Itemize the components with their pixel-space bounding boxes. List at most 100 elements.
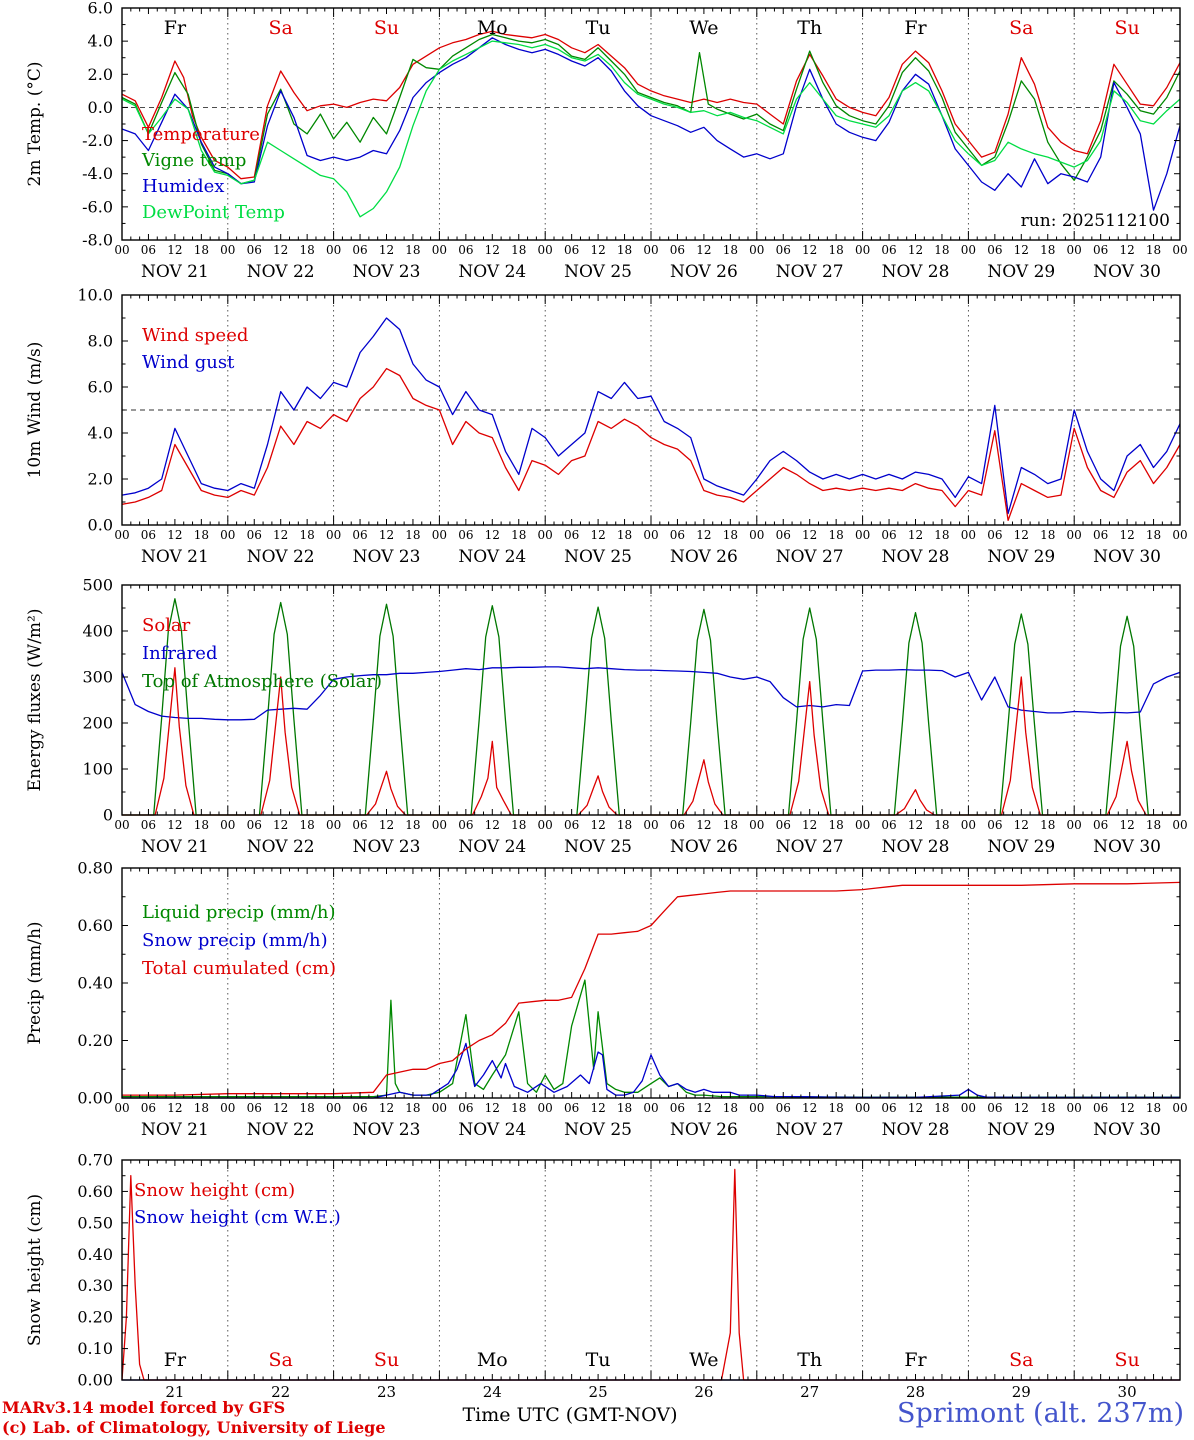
svg-text:12: 12: [167, 818, 182, 832]
svg-text:06: 06: [881, 528, 896, 542]
svg-text:00: 00: [855, 1101, 870, 1115]
svg-text:06: 06: [247, 243, 262, 257]
svg-text:2.0: 2.0: [88, 65, 113, 84]
svg-text:12: 12: [1119, 243, 1134, 257]
svg-text:06: 06: [1093, 243, 1108, 257]
svg-text:12: 12: [802, 243, 817, 257]
svg-text:18: 18: [405, 243, 420, 257]
vigne-temp-line: [121, 33, 1181, 185]
svg-text:0.60: 0.60: [77, 916, 113, 935]
svg-text:0.20: 0.20: [77, 1308, 113, 1327]
legend-wind-0: Wind speed: [142, 325, 248, 346]
svg-text:30: 30: [1118, 1383, 1137, 1401]
svg-text:12: 12: [1014, 243, 1029, 257]
run-label: run: 2025112100: [1021, 211, 1170, 231]
panel-precip: 0.00 0.20 0.40 0.60 0.80 00 06 12 18 00 06 12 18 00 06…: [25, 859, 1188, 1141]
copyright-credit-line: (c) Lab. of Climatology, University of L…: [2, 1418, 386, 1437]
total-cumulated-line: [122, 881, 1181, 1096]
svg-text:Mo: Mo: [477, 1349, 508, 1371]
svg-text:4.0: 4.0: [88, 32, 113, 51]
svg-text:00: 00: [220, 1101, 235, 1115]
svg-text:12: 12: [379, 243, 394, 257]
svg-text:NOV 24: NOV 24: [458, 262, 526, 282]
svg-text:00: 00: [749, 1101, 764, 1115]
svg-text:0.80: 0.80: [77, 859, 113, 878]
legend-precip-0: Liquid precip (mm/h): [142, 902, 336, 923]
svg-text:0.0: 0.0: [88, 98, 113, 117]
svg-text:06: 06: [564, 1101, 579, 1115]
svg-text:18: 18: [300, 1101, 315, 1115]
svg-text:06: 06: [564, 528, 579, 542]
svg-text:NOV 30: NOV 30: [1093, 1120, 1161, 1140]
svg-text:00: 00: [643, 1101, 658, 1115]
svg-text:0.40: 0.40: [77, 974, 113, 993]
svg-text:00: 00: [855, 243, 870, 257]
svg-text:06: 06: [670, 818, 685, 832]
svg-text:NOV 24: NOV 24: [458, 1120, 526, 1140]
svg-text:12: 12: [696, 1101, 711, 1115]
svg-text:06: 06: [141, 818, 156, 832]
svg-text:0.20: 0.20: [77, 1031, 113, 1050]
svg-text:NOV 29: NOV 29: [987, 1120, 1055, 1140]
legend-temperature-1: Vigne temp: [141, 150, 246, 171]
svg-text:12: 12: [802, 528, 817, 542]
model-credit-line: MARv3.14 model forced by GFS: [2, 1398, 286, 1417]
svg-text:NOV 28: NOV 28: [882, 837, 950, 857]
svg-text:NOV 28: NOV 28: [882, 262, 950, 282]
svg-text:06: 06: [670, 1101, 685, 1115]
svg-text:06: 06: [987, 243, 1002, 257]
legend-energy-1: Infrared: [142, 643, 217, 664]
svg-text:18: 18: [1146, 528, 1161, 542]
svg-text:NOV 23: NOV 23: [353, 837, 421, 857]
svg-text:21: 21: [165, 1383, 184, 1401]
svg-text:18: 18: [934, 528, 949, 542]
panel-energy: 0 100 200 300 400 500 00 06 12 18 00 06 12 18 00 06 12 18…: [25, 576, 1188, 858]
svg-text:00: 00: [961, 818, 976, 832]
svg-text:NOV 25: NOV 25: [564, 837, 632, 857]
svg-text:18: 18: [1146, 243, 1161, 257]
svg-text:Tu: Tu: [586, 17, 611, 39]
svg-text:29: 29: [1012, 1383, 1031, 1401]
svg-text:Su: Su: [1114, 17, 1139, 39]
svg-text:06: 06: [1093, 818, 1108, 832]
svg-text:00: 00: [749, 243, 764, 257]
svg-text:Fr: Fr: [164, 17, 187, 39]
svg-text:27: 27: [800, 1383, 819, 1401]
svg-text:18: 18: [405, 818, 420, 832]
legend-temperature-0: Temperature: [142, 124, 260, 145]
svg-text:00: 00: [643, 243, 658, 257]
svg-text:00: 00: [1067, 1101, 1082, 1115]
humidex-line: [121, 37, 1181, 211]
svg-text:24: 24: [483, 1383, 502, 1401]
svg-text:06: 06: [458, 243, 473, 257]
svg-text:12: 12: [696, 818, 711, 832]
svg-text:00: 00: [961, 1101, 976, 1115]
svg-text:18: 18: [723, 1101, 738, 1115]
svg-text:18: 18: [511, 243, 526, 257]
svg-text:NOV 21: NOV 21: [141, 837, 209, 857]
svg-text:Su: Su: [374, 1349, 399, 1371]
svg-text:0: 0: [103, 806, 113, 825]
svg-text:NOV 26: NOV 26: [670, 1120, 738, 1140]
svg-text:100: 100: [82, 760, 113, 779]
svg-text:-8.0: -8.0: [82, 231, 113, 250]
svg-text:12: 12: [802, 818, 817, 832]
svg-text:Sa: Sa: [1009, 1349, 1033, 1371]
svg-text:0.60: 0.60: [77, 1182, 113, 1201]
svg-text:06: 06: [458, 1101, 473, 1115]
svg-text:12: 12: [590, 818, 605, 832]
svg-text:18: 18: [829, 1101, 844, 1115]
svg-text:We: We: [689, 17, 718, 39]
svg-text:18: 18: [405, 1101, 420, 1115]
svg-text:Fr: Fr: [904, 17, 927, 39]
svg-text:NOV 27: NOV 27: [776, 262, 844, 282]
svg-text:10.0: 10.0: [77, 286, 113, 305]
svg-text:4.0: 4.0: [88, 424, 113, 443]
svg-text:06: 06: [881, 818, 896, 832]
y-axis-title-wind: 10m Wind (m/s): [25, 342, 45, 479]
svg-text:00: 00: [220, 243, 235, 257]
svg-text:NOV 22: NOV 22: [247, 262, 315, 282]
svg-text:00: 00: [326, 243, 341, 257]
svg-text:0.30: 0.30: [77, 1276, 113, 1295]
